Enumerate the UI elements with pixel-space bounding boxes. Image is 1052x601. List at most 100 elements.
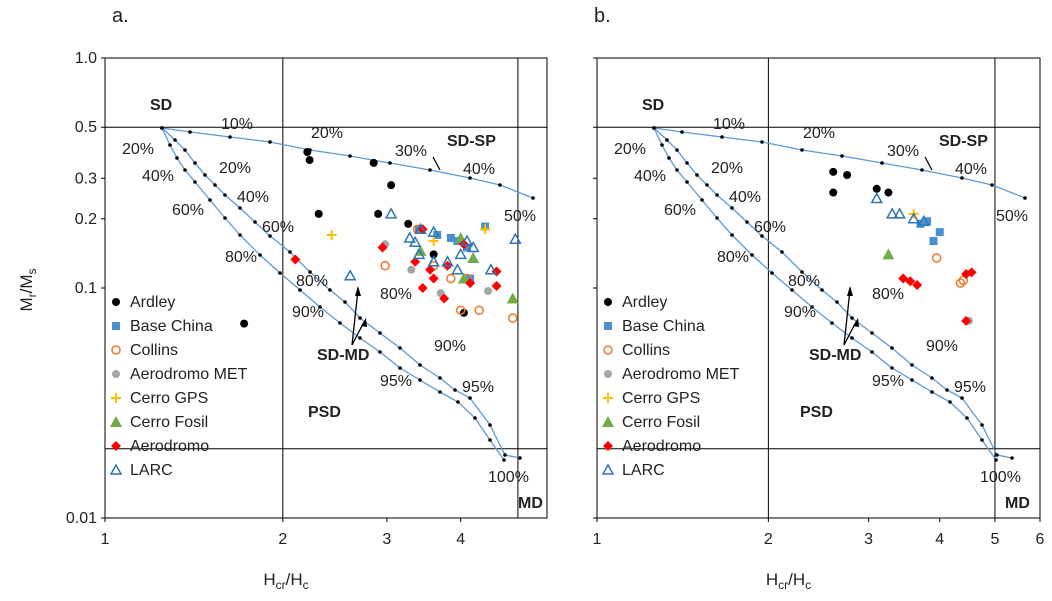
curve-dot	[960, 176, 964, 180]
panel-label: b.	[594, 5, 611, 27]
data-point	[457, 272, 470, 284]
curve-dot	[378, 350, 382, 354]
legend: Ardley Base China Collins Aerodromo MET Cerr…	[109, 294, 248, 479]
data-point	[506, 292, 519, 304]
data-point	[601, 463, 615, 475]
data-point	[466, 240, 480, 253]
region-label-sd: SD	[642, 97, 664, 114]
curve-dot	[720, 135, 724, 139]
legend-entry: Cerro GPS	[622, 390, 700, 407]
curve-dot	[700, 198, 704, 202]
curve-dot	[835, 300, 839, 304]
arrow	[924, 156, 933, 171]
curve-dot	[685, 180, 689, 184]
data-point	[380, 260, 390, 271]
curve-dot	[228, 135, 232, 139]
curve-percent-label: 20%	[614, 141, 646, 158]
curve-dot	[675, 148, 679, 152]
curve-dot	[665, 138, 669, 142]
data-point	[870, 191, 884, 204]
x-axis-label: Hcr/Hc	[766, 570, 811, 592]
curve-percent-label: 20%	[711, 160, 743, 177]
data-point	[958, 275, 969, 286]
data-point	[111, 393, 121, 403]
curve-dot	[990, 183, 994, 187]
x-tick-label: 3	[382, 531, 391, 548]
data-point	[885, 207, 899, 219]
data-point	[408, 235, 422, 248]
curve-dot	[238, 233, 242, 237]
curve-dot	[685, 161, 689, 165]
curve-percent-label: 90%	[434, 338, 466, 355]
curve-dot	[208, 198, 212, 202]
data-point	[427, 255, 440, 267]
legend-entry: Aerodromo	[130, 438, 209, 455]
curve-percent-label: 50%	[504, 208, 536, 225]
curve-percent-label: 90%	[784, 304, 816, 321]
data-point	[240, 319, 249, 328]
curve-percent-label: 95%	[954, 379, 986, 396]
data-point	[111, 441, 121, 451]
data-point	[491, 281, 502, 292]
curve-percent-label: 30%	[887, 143, 919, 160]
data-point	[446, 273, 456, 284]
data-point	[407, 265, 416, 274]
data-point	[460, 234, 474, 246]
curve-percent-label: 40%	[142, 168, 174, 185]
curve-dot	[502, 458, 506, 462]
data-point	[917, 214, 931, 227]
region-label-sd-sp: SD-SP	[447, 133, 496, 150]
x-tick-label: 4	[935, 531, 944, 548]
curve-dot	[193, 161, 197, 165]
axis-label-subscript: s	[25, 268, 39, 274]
arrow	[432, 156, 441, 171]
arrowhead	[361, 318, 367, 327]
curve-dot	[750, 253, 754, 257]
curve-dot	[298, 288, 302, 292]
curve-percent-label: 80%	[380, 286, 412, 303]
curve-dot	[188, 130, 192, 134]
curve-dot	[338, 321, 342, 325]
legend-entry: LARC	[622, 462, 665, 479]
data-point	[604, 370, 612, 378]
curve-dot	[675, 168, 679, 172]
series-aerodromo	[898, 267, 977, 326]
axis-label-part: /H	[286, 570, 303, 589]
curve-dot	[378, 331, 382, 335]
data-point	[474, 305, 485, 316]
panel-label: a.	[112, 5, 129, 27]
curve-dot	[473, 416, 477, 420]
curve-percent-label: 95%	[462, 379, 494, 396]
curve-dot	[830, 321, 834, 325]
data-point	[884, 188, 893, 197]
curve-dot	[438, 376, 442, 380]
curve-dot	[168, 143, 172, 147]
data-point	[603, 345, 613, 355]
curve-percent-label: 80%	[225, 249, 257, 266]
legend-entry: Aerodromo MET	[622, 366, 740, 383]
curve-dot	[760, 234, 764, 238]
legend-entry: Collins	[622, 342, 670, 359]
curve-dot	[398, 346, 402, 350]
arrow	[843, 289, 851, 346]
curve-dot	[358, 316, 362, 320]
curve-dot	[660, 143, 664, 147]
curve-dot	[238, 206, 242, 210]
legend-entry: Cerro GPS	[130, 390, 208, 407]
data-point	[387, 181, 396, 190]
curve-dot	[960, 396, 964, 400]
curve-dot	[920, 168, 924, 172]
curve-percent-label: 20%	[803, 125, 835, 142]
region-label-sd-md: SD-MD	[809, 347, 861, 364]
curve-dot	[1023, 196, 1027, 200]
legend: Ardley Base China Collins Aerodromo MET Cerr…	[601, 294, 740, 479]
curve-dot	[175, 156, 179, 160]
data-point	[403, 231, 417, 243]
curve-dot	[715, 193, 719, 197]
curve-percent-label: 40%	[729, 189, 761, 206]
curve-dot	[343, 300, 347, 304]
data-point	[484, 263, 498, 275]
curve-dot	[980, 438, 984, 442]
y-tick-label: 0.01	[66, 510, 97, 527]
